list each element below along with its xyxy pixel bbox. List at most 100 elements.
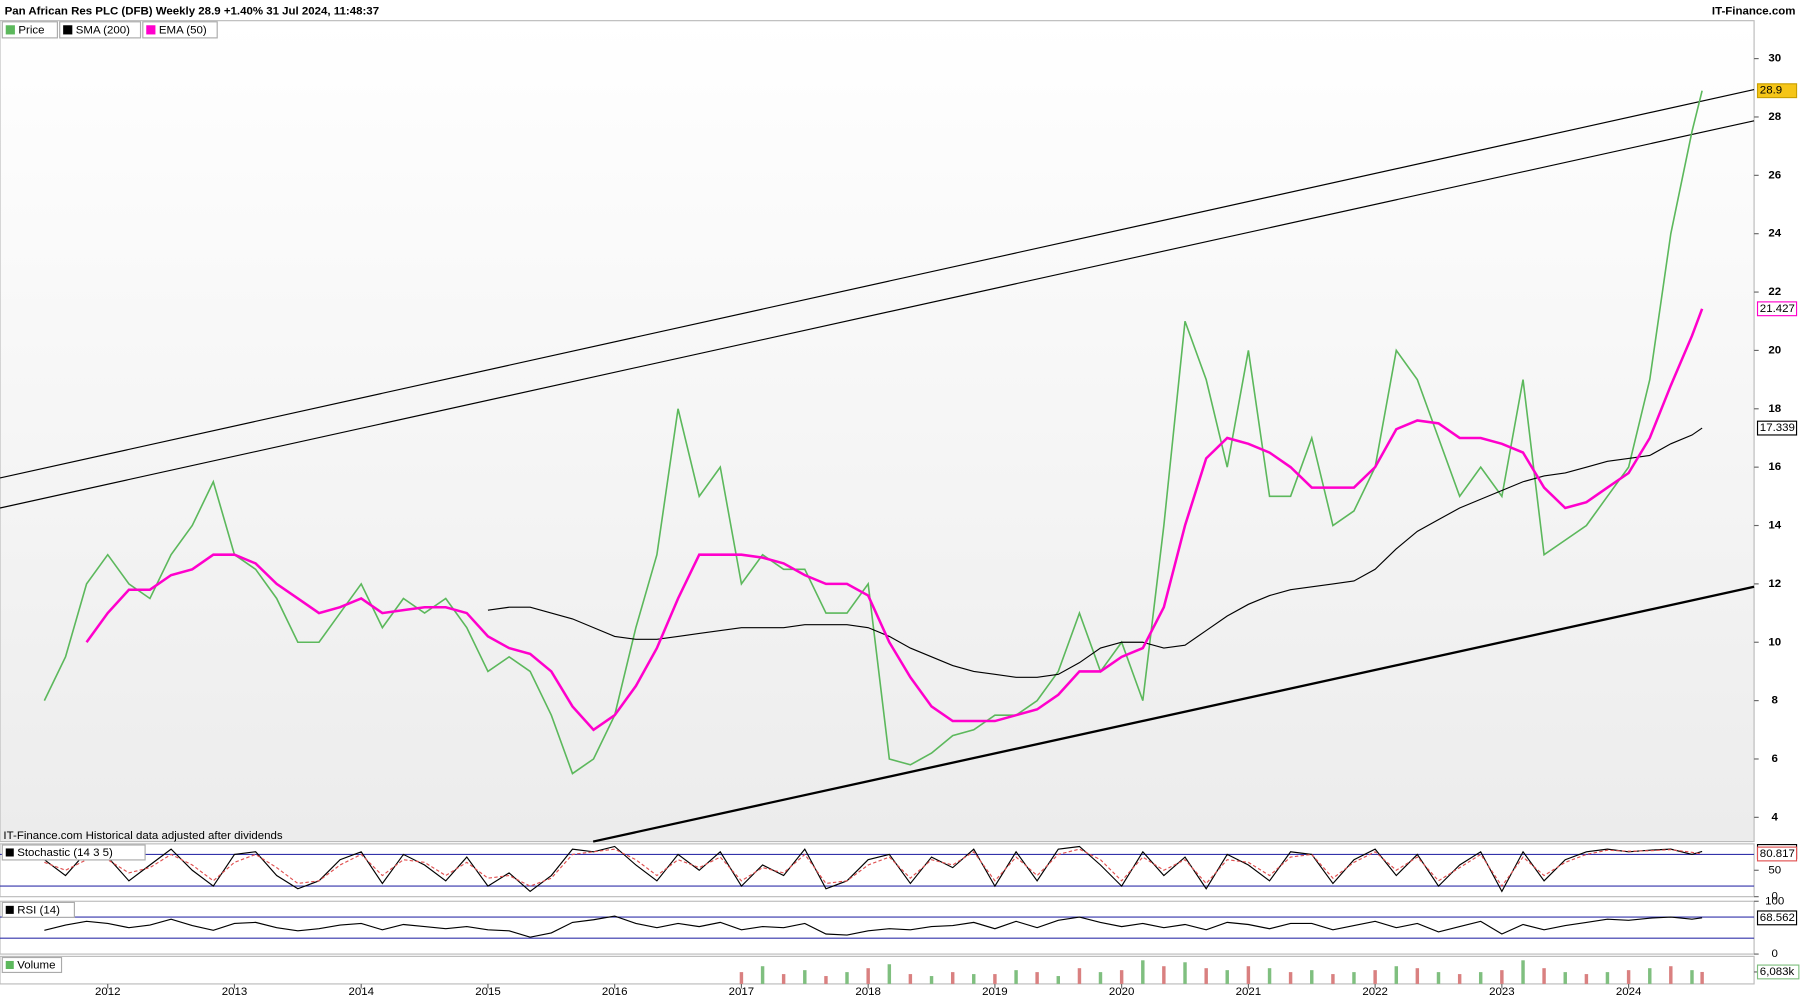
volume-bar [1014,970,1018,984]
volume-bar [950,972,955,984]
volume-bar [1035,972,1039,984]
y-tick-label: 0 [1772,948,1778,960]
y-tick-label: 18 [1768,403,1781,415]
volume-bar [1521,960,1525,984]
x-tick-label: 2023 [1489,986,1515,998]
y-tick-label: 30 [1768,53,1781,65]
volume-panel [0,955,1755,985]
legend-label: Price [18,24,44,36]
volume-bar [887,964,892,984]
volume-bar [1478,972,1483,984]
volume-bar [1246,966,1251,984]
x-tick-label: 2013 [222,986,248,998]
volume-bar [739,972,744,984]
volume-bar [1563,972,1567,984]
volume-bar [1267,968,1272,984]
price-panel [0,20,1755,843]
volume-bar [1542,968,1546,984]
x-tick-label: 2019 [982,986,1008,998]
legend-swatch [63,25,73,35]
series-line [487,427,1703,678]
volume-bar [1648,968,1652,984]
y-tick-label: 10 [1768,636,1781,648]
value-tag [1756,83,1798,99]
x-tick-label: 2020 [1109,986,1135,998]
stochastic-panel [0,843,1755,898]
value-tag [1756,301,1798,317]
y-tick-label: 50 [1768,864,1781,876]
value-tag-label: 68.562 [1760,912,1795,924]
panel-label-swatch [5,848,14,857]
volume-bar [824,976,828,984]
volume-bar [1500,970,1504,984]
volume-bar [1394,966,1399,984]
x-tick-label: 2015 [475,986,501,998]
volume-bar [908,974,913,984]
volume-bar [1098,972,1103,984]
y-tick-label: 16 [1768,461,1781,473]
y-tick-label: 6,083k [1760,966,1795,978]
volume-bar [1626,970,1631,984]
y-tick-label: 24 [1768,228,1781,240]
volume-bar [1310,970,1314,984]
x-tick-label: 2021 [1236,986,1262,998]
trend-line [0,120,1755,509]
y-tick-label: 26 [1768,169,1781,181]
volume-bar [1584,974,1589,984]
volume-bar [1690,970,1694,984]
value-tag [1756,420,1798,436]
volume-bar [1077,968,1082,984]
value-tag-label: 28.9 [1760,85,1782,97]
value-tag-label: 17.339 [1760,422,1795,434]
value-tag-label: 21.427 [1760,303,1795,315]
x-tick-label: 2014 [348,986,374,998]
value-tag [1756,846,1798,862]
series-line [85,308,1704,732]
x-tick-label: 2017 [729,986,755,998]
y-tick-label: 100 [1765,895,1784,907]
legend-swatch [146,25,156,35]
header-title: Pan African Res PLC (DFB) Weekly 28.9 +1… [5,6,379,18]
volume-bar [1225,970,1229,984]
series-line [43,90,1703,775]
y-tick-label: 4 [1772,811,1779,823]
x-tick-label: 2018 [855,986,881,998]
volume-bar [866,968,870,984]
volume-bar [781,974,786,984]
volume-bar [760,966,765,984]
y-tick-label: 8 [1772,695,1779,707]
volume-bar [1605,972,1610,984]
panel-label-swatch [5,905,14,914]
y-tick-label: 20 [1768,344,1781,356]
header-source: IT-Finance.com [1712,6,1795,18]
volume-bar [1457,974,1462,984]
volume-bar [972,974,976,984]
series-line [44,915,1703,938]
x-tick-label: 2024 [1616,986,1642,998]
volume-bar [1415,968,1420,984]
value-tag [1756,964,1800,980]
volume-bar [1288,972,1293,984]
y-tick-label: 0 [1772,891,1778,903]
volume-bar [1119,970,1124,984]
legend-label: SMA (200) [76,24,130,36]
y-tick-label: 14 [1768,520,1781,532]
panel-title: Stochastic (14 3 5) [17,847,113,859]
volume-bar [1700,971,1704,984]
x-tick-label: 2012 [95,986,121,998]
volume-bar [1352,972,1356,984]
legend-label: EMA (50) [159,24,207,36]
value-tag-label: 80.817 [1760,848,1795,860]
series-line [44,845,1703,893]
volume-bar [803,970,807,984]
volume-bar [1436,972,1441,984]
legend-item [142,21,218,39]
volume-bar [1183,962,1187,984]
volume-bar [929,976,934,984]
y-tick-label: 6 [1772,753,1778,765]
x-tick-label: 2016 [602,986,628,998]
volume-bar [1373,970,1377,984]
value-tag [1756,910,1798,926]
trend-line [0,88,1755,479]
